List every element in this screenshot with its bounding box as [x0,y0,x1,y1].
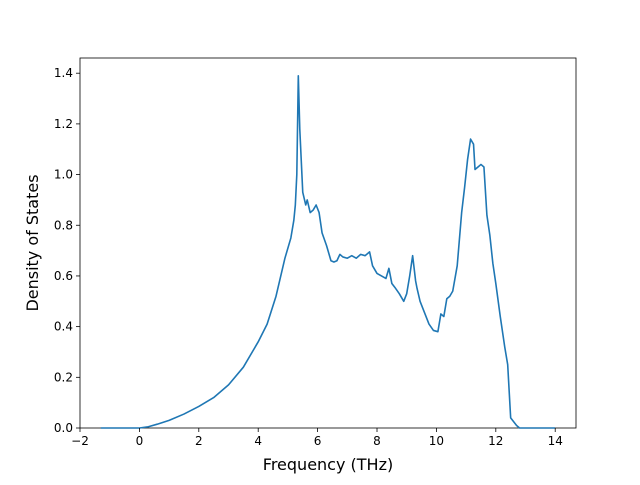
plot-area [79,57,577,429]
axes-frame [79,57,577,429]
y-tick-label: 0.0 [54,421,73,435]
x-tick-label: 12 [488,434,503,448]
x-tick-label: 8 [373,434,381,448]
x-tick-label: 2 [195,434,203,448]
x-tick-label: 14 [548,434,563,448]
y-tick-label: 1.2 [54,117,73,131]
x-tick-label: 6 [314,434,322,448]
x-tick-label: 4 [254,434,262,448]
y-axis-label: Density of States [23,174,42,311]
y-tick-label: 0.6 [54,269,73,283]
x-tick-label: 10 [429,434,444,448]
y-tick-label: 0.8 [54,218,73,232]
x-tick-label: 0 [136,434,144,448]
x-axis-label: Frequency (THz) [263,455,393,474]
y-tick-label: 0.4 [54,320,73,334]
ticks-layer: −2 0 2 4 6 8 10 12 14 0.0 0.2 0.4 0.6 0.8 1.0 1.2 1.4 [54,66,563,448]
dos-line [100,74,556,429]
y-tick-label: 0.2 [54,370,73,384]
y-tick-label: 1.4 [54,66,73,80]
y-tick-label: 1.0 [54,168,73,182]
x-tick-label: −2 [71,434,89,448]
series-layer [100,74,556,429]
